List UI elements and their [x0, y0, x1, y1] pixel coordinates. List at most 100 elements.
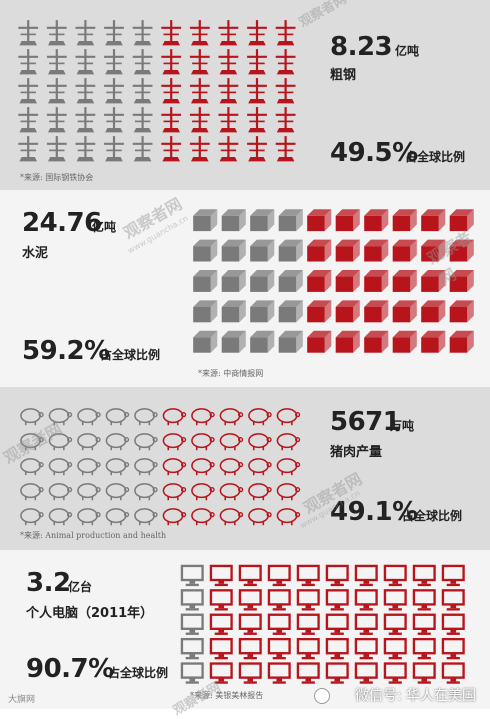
crane-tower-icon [275, 20, 296, 46]
computer-monitor-icon [383, 662, 407, 684]
crane-tower-icon [18, 78, 39, 104]
crane-tower-icon [46, 78, 67, 104]
steel-unit: 亿吨 [395, 44, 420, 58]
wechat-icon [314, 688, 330, 704]
pig-icon [162, 483, 187, 501]
computer-monitor-icon [354, 564, 378, 587]
pork-label: 猪肉产量 [330, 445, 383, 460]
cement-block-icon [335, 269, 360, 292]
cement-block-icon [392, 300, 417, 323]
cement-unit: 亿吨 [92, 220, 117, 234]
pig-icon [105, 408, 130, 426]
pc-percent: 90.7% [26, 654, 114, 684]
computer-monitor-icon [325, 613, 349, 635]
crane-tower-icon [218, 20, 239, 46]
cement-block-icon [307, 239, 332, 262]
computer-monitor-icon [412, 637, 436, 660]
pig-icon [191, 458, 215, 476]
crane-tower-icon [189, 20, 210, 46]
computer-monitor-icon [412, 613, 436, 635]
computer-monitor-icon [354, 589, 378, 611]
crane-tower-icon [218, 78, 239, 104]
computer-monitor-icon [296, 564, 320, 587]
computer-monitor-icon [296, 589, 320, 611]
computer-monitor-icon [296, 613, 320, 635]
pig-icon [276, 408, 301, 426]
cement-block-icon [335, 300, 360, 323]
pc-section: 3.2 亿台 个人电脑（2011年） 90.7% 占全球比例 *来源: 美银美林… [0, 550, 490, 709]
computer-monitor-icon [354, 662, 378, 684]
crane-tower-icon [104, 49, 124, 75]
crane-tower-icon [161, 107, 182, 133]
pig-icon [134, 408, 158, 426]
cement-block-icon [250, 330, 275, 353]
crane-tower-icon [247, 136, 267, 162]
cement-block-icon [221, 239, 246, 262]
pork-percent-label: 占全球比例 [402, 509, 463, 523]
pig-icon [105, 508, 130, 526]
computer-monitor-icon [354, 637, 378, 660]
cement-block-icon [335, 239, 360, 262]
pork-percent: 49.1% [330, 497, 418, 527]
crane-tower-icon [46, 20, 67, 46]
cement-block-icon [392, 239, 417, 262]
computer-monitor-icon [412, 564, 436, 587]
pc-value: 3.2 [26, 568, 71, 598]
pig-icon [162, 408, 187, 426]
pig-icon [134, 508, 158, 526]
computer-monitor-icon [180, 564, 204, 587]
crane-tower-icon [18, 20, 39, 46]
pork-unit: 万吨 [390, 419, 415, 433]
cement-percent-label: 占全球比例 [100, 348, 161, 362]
computer-monitor-icon [441, 637, 465, 660]
crane-tower-icon [132, 49, 153, 75]
pig-icon [191, 408, 215, 426]
computer-monitor-icon [267, 637, 291, 660]
crane-tower-icon [161, 78, 182, 104]
cement-block-icon [278, 300, 303, 323]
computer-monitor-icon [325, 637, 349, 660]
computer-monitor-icon [325, 662, 349, 684]
pig-icon [276, 483, 301, 501]
cement-block-icon [421, 269, 446, 292]
computer-monitor-icon [383, 564, 407, 587]
cement-block-icon [250, 209, 275, 232]
pig-icon [276, 508, 301, 526]
steel-percent: 49.5% [330, 138, 418, 168]
pig-icon [219, 458, 244, 476]
pig-icon [191, 483, 215, 501]
computer-monitor-icon [354, 613, 378, 635]
computer-monitor-icon [238, 637, 262, 660]
pig-icon [134, 483, 158, 501]
steel-value: 8.23 [330, 32, 393, 62]
crane-tower-icon [104, 107, 124, 133]
crane-tower-icon [75, 107, 96, 133]
pc-percent-label: 占全球比例 [108, 666, 169, 680]
computer-monitor-icon [383, 589, 407, 611]
cement-label: 水泥 [22, 246, 49, 261]
cement-block-icon [193, 239, 218, 262]
crane-tower-icon [189, 136, 210, 162]
computer-monitor-icon [267, 564, 291, 587]
pig-icon [77, 433, 101, 451]
pork-source: *来源: Animal production and health [20, 531, 167, 540]
computer-monitor-icon [441, 589, 465, 611]
cement-block-icon [307, 269, 332, 292]
pig-icon [134, 433, 158, 451]
cement-block-icon [221, 209, 246, 232]
cement-block-icon [449, 300, 474, 323]
pig-icon [162, 508, 187, 526]
pig-icon [105, 433, 130, 451]
pig-icon [191, 433, 215, 451]
cement-block-icon [307, 209, 332, 232]
footer-source-logo: 大旗网 [8, 695, 36, 705]
cement-block-icon [193, 300, 218, 323]
computer-monitor-icon [238, 662, 262, 684]
crane-tower-icon [18, 136, 39, 162]
crane-tower-icon [104, 136, 124, 162]
computer-monitor-icon [412, 589, 436, 611]
cement-block-icon [449, 269, 474, 292]
crane-tower-icon [75, 20, 96, 46]
cement-block-icon [421, 239, 446, 262]
crane-tower-icon [161, 136, 182, 162]
